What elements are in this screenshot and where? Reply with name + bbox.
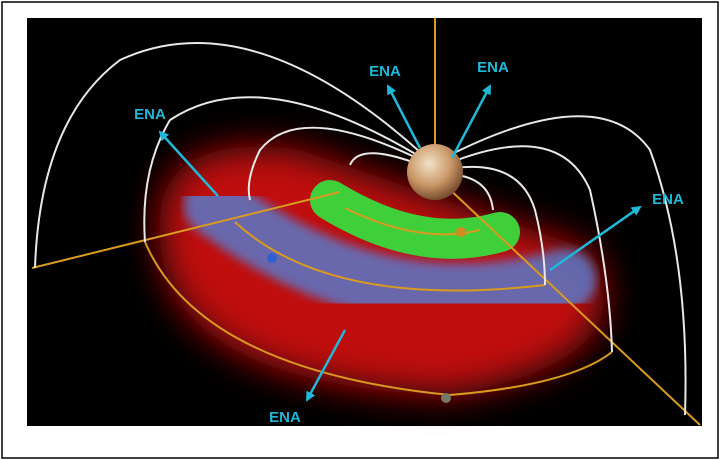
ena-label: ENA bbox=[652, 191, 684, 208]
ena-label: ENA bbox=[477, 59, 509, 76]
moon bbox=[456, 227, 466, 237]
ena-arrows bbox=[158, 84, 642, 402]
field-lines bbox=[34, 42, 687, 416]
orange-axes bbox=[31, 18, 701, 426]
planet bbox=[407, 144, 463, 200]
ena-label: ENA bbox=[134, 106, 166, 123]
ena-label: ENA bbox=[269, 409, 301, 426]
moon bbox=[441, 393, 451, 403]
ena-label: ENA bbox=[369, 63, 401, 80]
moon bbox=[267, 253, 277, 263]
